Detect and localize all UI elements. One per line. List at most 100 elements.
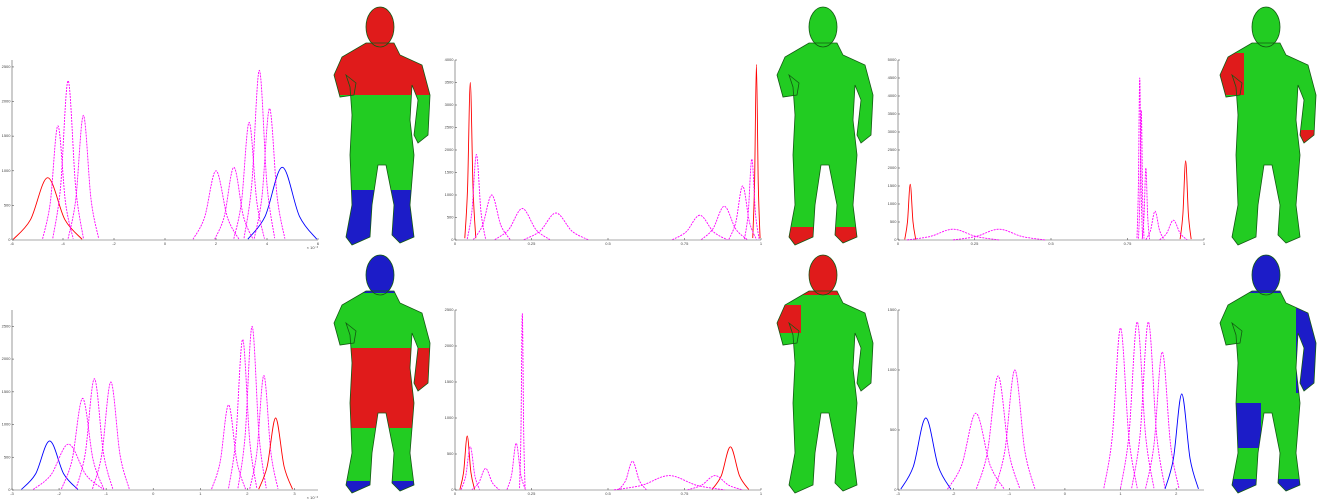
density-curve: [711, 446, 750, 490]
y-tick-label: 1500: [445, 379, 455, 384]
y-tick-label: 2000: [445, 343, 455, 348]
density-curve: [519, 313, 526, 489]
density-curve: [1120, 321, 1155, 489]
density-curve: [21, 440, 79, 490]
x-tick-label: -3: [896, 491, 900, 496]
y-tick-label: 1500: [2, 133, 12, 138]
density-curve: [52, 80, 84, 239]
density-curve: [1164, 393, 1199, 490]
y-tick-label: 1500: [888, 307, 898, 312]
density-curve: [1145, 210, 1165, 240]
x-tick-label: -2: [57, 491, 61, 496]
x-tick-label: 0: [454, 241, 457, 246]
density-curve: [752, 64, 761, 239]
x-tick-label: 0.75: [681, 491, 690, 496]
density-curve: [618, 460, 647, 490]
x-tick-label: 3: [293, 491, 296, 496]
y-tick-label: 3500: [445, 80, 455, 85]
density-curve: [744, 158, 760, 240]
x-tick-label: -6: [10, 241, 14, 246]
y-tick-label: 2000: [888, 165, 898, 170]
y-tick-label: 1500: [888, 183, 898, 188]
density-curve: [32, 443, 105, 490]
density-curve: [92, 381, 130, 489]
mesh: [333, 254, 431, 494]
density-curve: [494, 208, 551, 241]
y-tick-label: 2500: [445, 125, 455, 130]
y-tick-label: 4500: [888, 75, 898, 80]
y-tick-label: 2000: [2, 356, 12, 361]
x-tick-label: 0.75: [681, 241, 690, 246]
mesh: [1219, 254, 1317, 494]
y-tick-label: 1000: [2, 168, 12, 173]
x-tick-label: 0.5: [1048, 241, 1054, 246]
density-curve: [904, 183, 917, 240]
y-tick-label: 0: [451, 487, 454, 492]
x-tick-label: 0.25: [528, 241, 537, 246]
density-curve: [228, 339, 258, 489]
x-tick-label: -4: [61, 241, 65, 246]
x-axis-note: × 10⁻³: [307, 245, 319, 250]
density-curve: [1103, 327, 1138, 489]
y-tick-label: 500: [4, 454, 11, 459]
x-tick-label: 0.25: [528, 491, 537, 496]
y-tick-label: 500: [447, 451, 454, 456]
y-tick-label: 0: [451, 237, 454, 242]
y-tick-label: 4000: [445, 57, 455, 62]
density-curve: [976, 375, 1021, 489]
x-axis-note: × 10⁻³: [307, 495, 319, 500]
y-tick-label: 500: [890, 219, 897, 224]
density-curve: [947, 412, 1005, 490]
density-curve: [471, 467, 500, 491]
y-tick-label: 0: [894, 487, 897, 492]
x-tick-label: 0: [897, 241, 900, 246]
x-tick-label: 0: [1064, 491, 1067, 496]
density-curve: [994, 369, 1036, 489]
x-tick-label: 1: [1119, 491, 1122, 496]
density-curve: [466, 154, 487, 240]
density-curve: [523, 212, 589, 241]
y-tick-label: 2000: [2, 99, 12, 104]
x-tick-label: -1: [104, 491, 108, 496]
density-curve: [211, 404, 246, 490]
density-curve: [253, 108, 286, 239]
x-tick-label: -1: [1007, 491, 1011, 496]
density-curve: [214, 166, 254, 240]
density-curve: [472, 194, 511, 240]
density-curve: [900, 417, 952, 490]
density-curve: [687, 475, 743, 491]
density-curve: [701, 205, 748, 240]
y-tick-label: 3000: [445, 102, 455, 107]
x-tick-label: 1: [760, 491, 763, 496]
density-curve: [192, 170, 240, 240]
y-tick-label: 2000: [445, 147, 455, 152]
x-tick-label: 0: [164, 241, 167, 246]
x-tick-label: 0.75: [1124, 241, 1133, 246]
density-curve: [237, 325, 267, 489]
y-tick-label: 1000: [888, 201, 898, 206]
density-curve: [243, 69, 276, 239]
density-curve: [67, 114, 100, 239]
mesh: [776, 254, 874, 494]
mesh: [1219, 6, 1317, 246]
y-tick-label: 2500: [888, 147, 898, 152]
x-tick-label: 1: [760, 241, 763, 246]
density-curve: [1179, 160, 1192, 240]
y-tick-label: 4000: [888, 93, 898, 98]
y-tick-label: 0: [8, 487, 11, 492]
density-curve: [61, 397, 105, 490]
density-curve: [1138, 109, 1145, 239]
x-tick-label: 2: [215, 241, 218, 246]
y-tick-label: 3000: [888, 129, 898, 134]
x-tick-label: 6: [317, 241, 320, 246]
y-tick-label: 0: [894, 237, 897, 242]
y-tick-label: 500: [890, 427, 897, 432]
density-curve: [249, 375, 279, 489]
x-tick-label: 2: [1175, 491, 1178, 496]
y-tick-label: 2500: [445, 307, 455, 312]
mesh: [333, 6, 431, 246]
y-tick-label: 2500: [2, 64, 12, 69]
x-tick-label: 0.5: [605, 241, 611, 246]
y-tick-label: 1500: [2, 389, 12, 394]
